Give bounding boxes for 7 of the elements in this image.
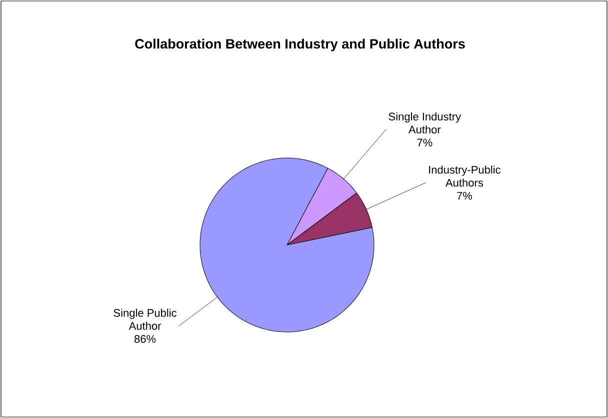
chart-title: Collaboration Between Industry and Public Authors <box>135 38 465 52</box>
data-label: 7% <box>417 138 432 146</box>
data-label: 7% <box>457 192 472 200</box>
slice-label: Industry-Public Authors <box>429 166 501 187</box>
data-label: 86% <box>134 335 156 343</box>
slice-label: Single Public Author <box>114 308 177 330</box>
slice-label: Single Industry Author <box>388 112 461 134</box>
